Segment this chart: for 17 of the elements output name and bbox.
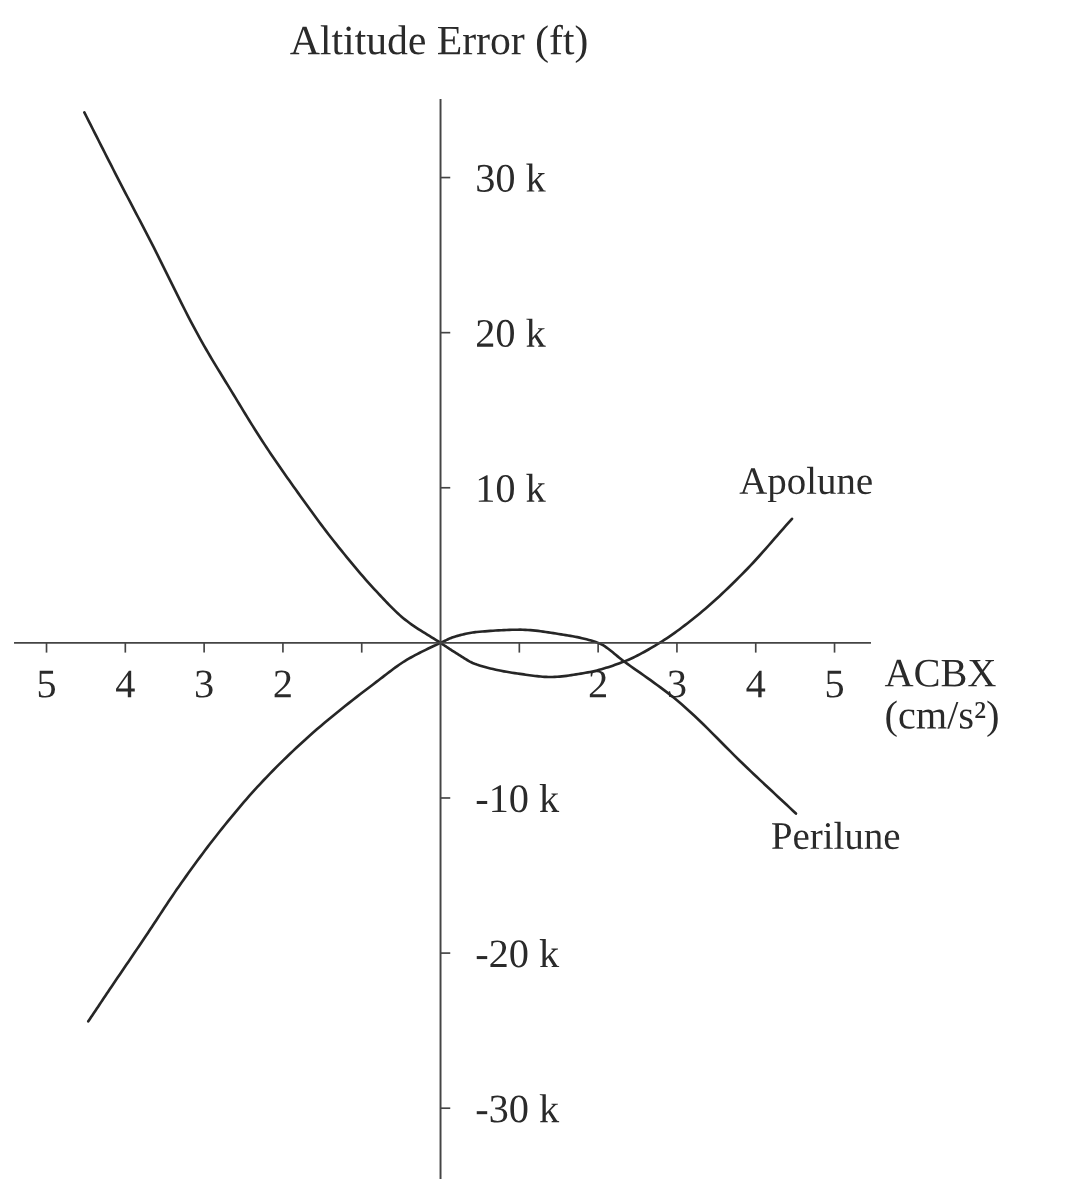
x-tick-label: 5 — [38, 670, 56, 698]
y-tick-label: -10 k — [476, 784, 560, 813]
y-tick-label: 20 k — [477, 318, 546, 348]
x-tick-label: 4 — [116, 670, 135, 698]
x-tick-label: 2 — [274, 670, 291, 698]
y-tick-label: -30 k — [476, 1094, 560, 1123]
y-tick-label: -20 k — [476, 939, 560, 968]
x-tick-label: 3 — [195, 670, 213, 698]
y-tick-label: 30 k — [477, 163, 546, 192]
x-axis-title: ACBX (cm/s²) — [884, 659, 998, 738]
x-tick-label: 5 — [826, 670, 844, 698]
series-label: Perilune — [772, 821, 900, 850]
y-tick-label: 10 k — [478, 473, 546, 503]
series-label: Apolune — [739, 466, 872, 503]
x-tick-label: 4 — [746, 670, 766, 698]
x-tick-label: 2 — [589, 670, 606, 698]
y-axis-title: Altitude Error (ft) — [290, 24, 587, 64]
